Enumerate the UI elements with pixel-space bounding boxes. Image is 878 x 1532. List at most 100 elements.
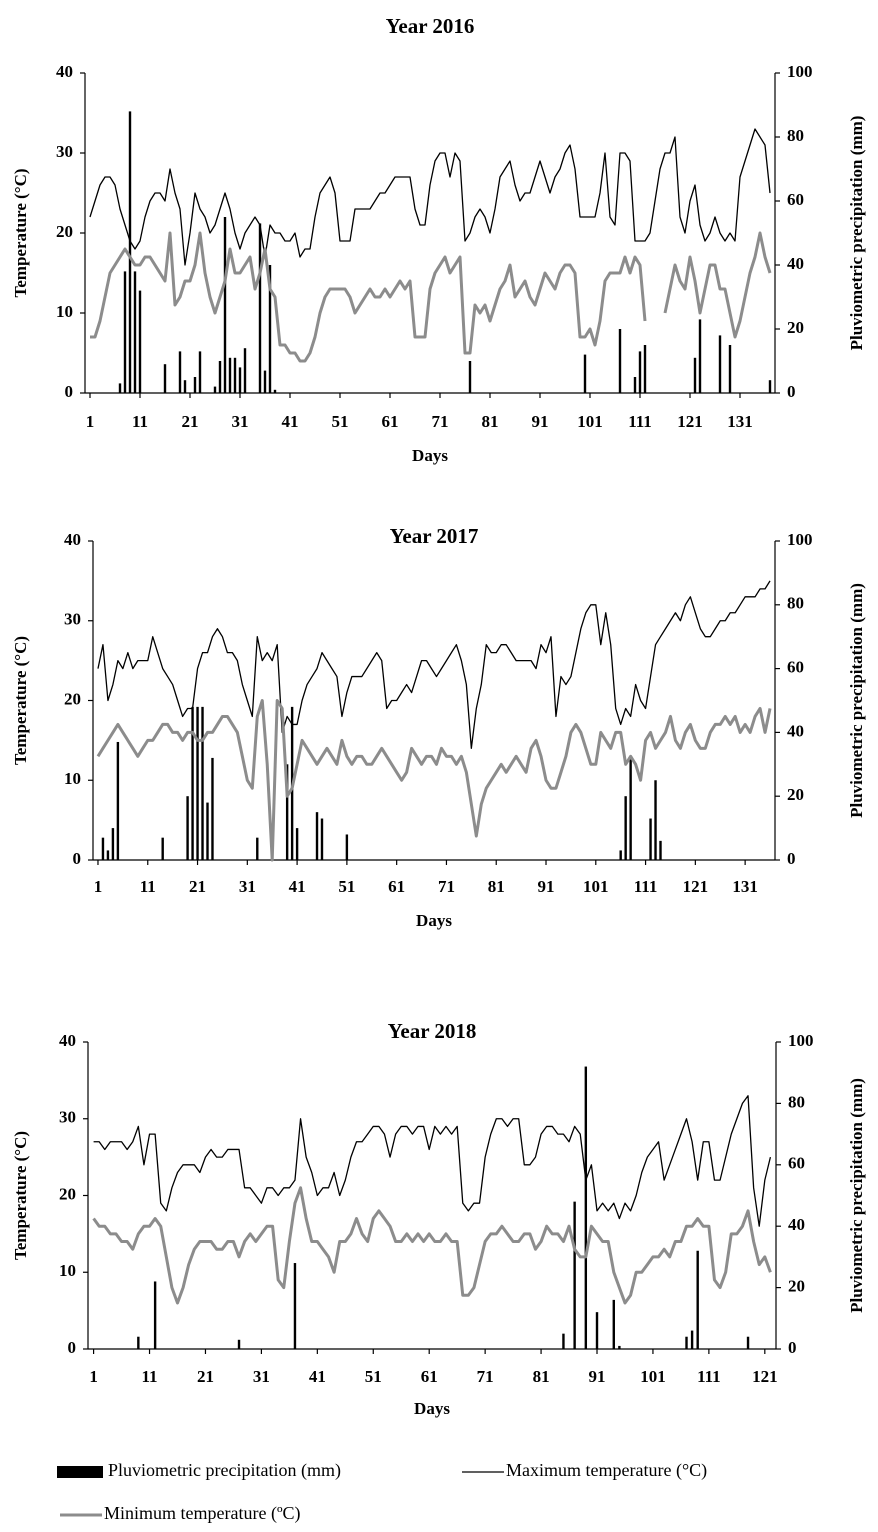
y-tick-label: 40 [64,530,81,549]
precipitation-bar [273,389,277,393]
y2-tick-label: 100 [787,62,813,81]
precipitation-bar [137,1336,140,1349]
precipitation-bar [223,217,227,393]
precipitation-bar [562,1333,565,1349]
y2-tick-label: 0 [787,382,796,401]
x-tick-label: 101 [583,877,609,896]
precipitation-bar [133,271,137,393]
y-tick-label: 40 [56,62,73,81]
y-tick-label: 0 [68,1338,77,1357]
y-tick-label: 0 [73,849,82,868]
x-tick-label: 31 [239,877,256,896]
temperature-line [97,580,771,749]
precipitation-bar [643,345,647,393]
precipitation-bar [718,335,722,393]
precipitation-bar [256,837,259,860]
x-tick-label: 21 [197,1367,214,1386]
precipitation-bar [116,741,120,860]
precipitation-bar [685,1336,688,1349]
precipitation-bar [295,828,299,860]
x-tick-label: 1 [89,1367,98,1386]
x-tick-label: 81 [482,412,499,431]
precipitation-bar [573,1201,576,1349]
precipitation-bar [728,345,732,393]
chart-title: Year 2017 [390,524,479,548]
precipitation-bar [161,837,164,860]
precipitation-bar [618,329,622,393]
x-tick-label: 31 [232,412,249,431]
y-tick-label: 10 [59,1261,76,1280]
precipitation-bar [196,706,199,860]
x-tick-label: 31 [253,1367,270,1386]
precipitation-bar [237,1339,241,1349]
precipitation-bar [238,367,242,393]
y-tick-label: 40 [59,1031,76,1050]
chart-title: Year 2016 [386,14,475,38]
x-tick-label: 111 [628,412,652,431]
precipitation-bar [128,111,132,394]
x-tick-label: 101 [640,1367,666,1386]
precipitation-bar [106,850,110,860]
legend-label: Minimum temperature (ºC) [104,1503,301,1524]
y2-axis-label: Pluviometric precipitation (mm) [847,1078,866,1313]
x-tick-label: 41 [309,1367,326,1386]
x-tick-label: 11 [141,1367,157,1386]
precipitation-bar [201,706,204,860]
x-tick-label: 71 [477,1367,494,1386]
precipitation-bar [618,1345,621,1349]
y-axis-label: Temperature (°C) [11,168,30,297]
precipitation-bar [768,380,772,393]
x-tick-label: 61 [421,1367,438,1386]
x-tick-label: 21 [189,877,206,896]
precipitation-bar [101,837,105,860]
x-tick-label: 1 [86,412,95,431]
precipitation-bar [243,348,247,393]
y2-tick-label: 20 [787,785,804,804]
y-tick-label: 20 [59,1184,76,1203]
precipitation-bar [263,370,267,393]
y2-tick-label: 80 [788,1092,805,1111]
temperature-line [93,1095,772,1227]
y-tick-label: 30 [64,610,81,629]
precipitation-bar [186,796,189,860]
y-tick-label: 20 [56,222,73,241]
y2-tick-label: 20 [788,1277,805,1296]
precipitation-bar [698,319,702,393]
precipitation-bar [659,840,662,860]
temperature-line [92,1186,772,1305]
y2-tick-label: 40 [788,1215,805,1234]
precipitation-bar [183,380,187,393]
precipitation-bar [178,351,182,393]
x-tick-label: 51 [338,877,355,896]
x-tick-label: 71 [432,412,449,431]
x-tick-label: 21 [182,412,199,431]
y2-tick-label: 100 [787,530,813,549]
y2-tick-label: 60 [788,1154,805,1173]
x-tick-label: 121 [677,412,703,431]
x-tick-label: 51 [332,412,349,431]
x-tick-label: 91 [538,877,555,896]
precipitation-bar [612,1299,615,1349]
y-tick-label: 30 [56,142,73,161]
y2-tick-label: 80 [787,126,804,145]
precipitation-bar [690,1330,694,1349]
precipitation-bar [206,802,209,860]
precipitation-bar [218,361,222,393]
precipitation-bar [345,834,349,860]
precipitation-bar [123,271,127,393]
precipitation-bar [118,383,122,393]
x-axis-label: Days [416,911,452,930]
x-tick-label: 81 [533,1367,550,1386]
y-tick-label: 10 [64,769,81,788]
precipitation-bar [213,386,217,393]
x-tick-label: 11 [140,877,156,896]
y2-axis-label: Pluviometric precipitation (mm) [847,116,866,351]
precipitation-bar [619,850,622,860]
x-tick-label: 61 [382,412,399,431]
precipitation-bar [696,1250,699,1349]
y2-axis-label: Pluviometric precipitation (mm) [847,583,866,818]
y-tick-label: 10 [56,302,73,321]
x-tick-label: 131 [732,877,758,896]
precipitation-bar [268,265,272,393]
